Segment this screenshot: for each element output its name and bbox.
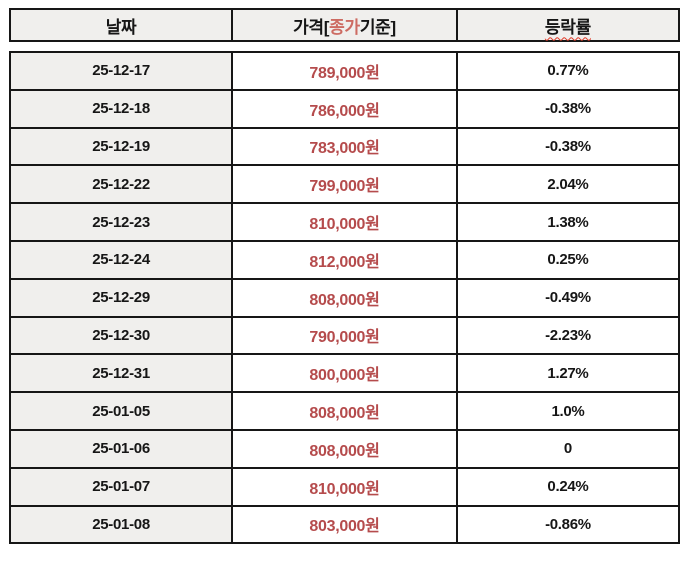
date-cell: 25-12-19 xyxy=(8,126,234,167)
change-cell: 0.25% xyxy=(455,239,681,280)
col-header-date: 날짜 xyxy=(8,8,234,42)
table-row: 25-12-31 800,000원 1.27% xyxy=(8,353,681,394)
date-cell: 25-12-24 xyxy=(8,239,234,280)
price-cell: 808,000원 xyxy=(231,428,458,469)
col-header-price: 가격[종가기준] xyxy=(231,8,458,42)
change-cell: -0.38% xyxy=(455,88,681,129)
date-cell: 25-12-18 xyxy=(8,88,234,129)
change-cell: 1.38% xyxy=(455,202,681,242)
price-cell: 790,000원 xyxy=(231,315,458,356)
price-cell: 808,000원 xyxy=(231,277,458,318)
change-cell: -0.38% xyxy=(455,126,681,167)
change-cell: 0.24% xyxy=(455,466,681,507)
change-cell: -0.49% xyxy=(455,277,681,318)
change-cell: -0.86% xyxy=(455,504,681,545)
date-cell: 25-01-05 xyxy=(8,391,234,431)
col-header-change: 등락률 xyxy=(455,8,681,42)
table-row: 25-12-19 783,000원 -0.38% xyxy=(8,126,681,167)
change-header-label: 등락률 xyxy=(544,17,591,37)
date-cell: 25-01-07 xyxy=(8,466,234,507)
table-row: 25-12-29 808,000원 -0.49% xyxy=(8,277,681,318)
price-cell: 799,000원 xyxy=(231,164,458,205)
price-cell: 803,000원 xyxy=(231,504,458,545)
table-row: 25-12-17 789,000원 0.77% xyxy=(8,51,681,91)
price-header-highlight: 종가 xyxy=(329,17,360,37)
change-cell: 1.27% xyxy=(455,353,681,394)
table-row: 25-12-30 790,000원 -2.23% xyxy=(8,315,681,356)
date-cell: 25-01-08 xyxy=(8,504,234,545)
date-cell: 25-12-23 xyxy=(8,202,234,242)
price-cell: 810,000원 xyxy=(231,466,458,507)
table-header: 날짜 가격[종가기준] 등락률 xyxy=(8,8,681,42)
change-cell: 0.77% xyxy=(455,51,681,91)
price-cell: 812,000원 xyxy=(231,239,458,280)
price-header-prefix: 가격[ xyxy=(293,17,330,37)
change-cell: 0 xyxy=(455,428,681,469)
table-row: 25-12-22 799,000원 2.04% xyxy=(8,164,681,205)
price-header-suffix: 기준] xyxy=(359,17,396,37)
date-cell: 25-12-30 xyxy=(8,315,234,356)
price-cell: 800,000원 xyxy=(231,353,458,394)
table-row: 25-01-06 808,000원 0 xyxy=(8,428,681,469)
change-cell: 2.04% xyxy=(455,164,681,205)
price-cell: 810,000원 xyxy=(231,202,458,242)
price-cell: 786,000원 xyxy=(231,88,458,129)
header-row: 날짜 가격[종가기준] 등락률 xyxy=(8,8,681,42)
date-header-label: 날짜 xyxy=(105,17,137,37)
date-cell: 25-12-17 xyxy=(8,51,234,91)
price-cell: 808,000원 xyxy=(231,391,458,431)
table-row: 25-12-24 812,000원 0.25% xyxy=(8,239,681,280)
table-row: 25-12-23 810,000원 1.38% xyxy=(8,202,681,242)
date-cell: 25-12-31 xyxy=(8,353,234,394)
table-body: 25-12-17 789,000원 0.77% 25-12-18 786,000원 -0.… xyxy=(8,51,681,545)
change-cell: 1.0% xyxy=(455,391,681,431)
table-row: 25-01-08 803,000원 -0.86% xyxy=(8,504,681,545)
table-row: 25-01-05 808,000원 1.0% xyxy=(8,391,681,431)
date-cell: 25-12-22 xyxy=(8,164,234,205)
change-cell: -2.23% xyxy=(455,315,681,356)
price-history-table: 날짜 가격[종가기준] 등락률 25-12-17 789,000원 0.77% 25-… xyxy=(8,8,681,545)
date-cell: 25-01-06 xyxy=(8,428,234,469)
price-cell: 789,000원 xyxy=(231,51,458,91)
price-cell: 783,000원 xyxy=(231,126,458,167)
table-row: 25-12-18 786,000원 -0.38% xyxy=(8,88,681,129)
date-cell: 25-12-29 xyxy=(8,277,234,318)
table-row: 25-01-07 810,000원 0.24% xyxy=(8,466,681,507)
